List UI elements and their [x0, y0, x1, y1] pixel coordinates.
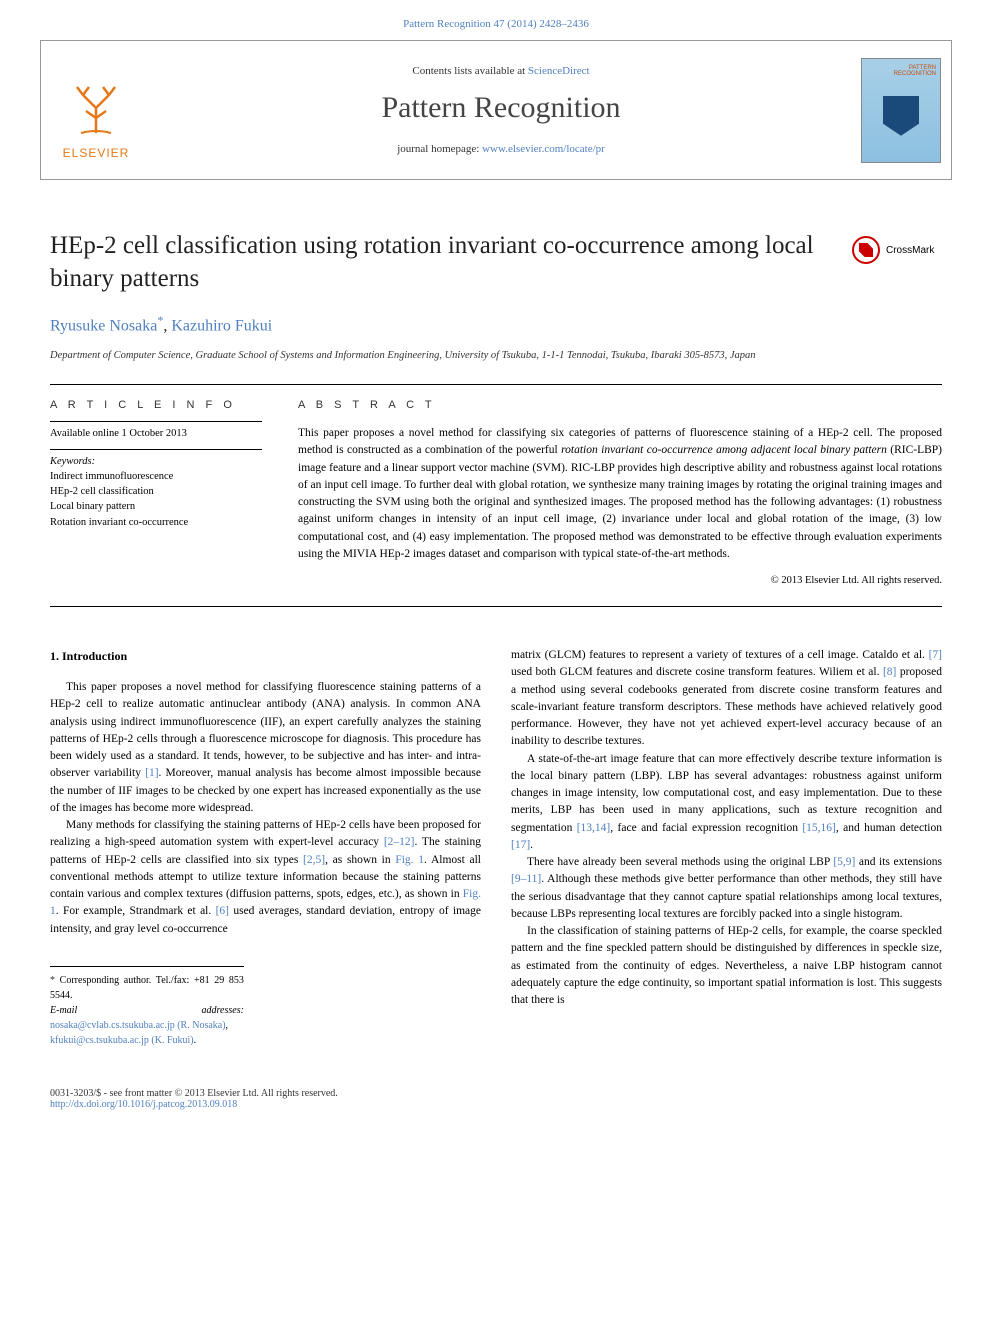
- header-center: Contents lists available at ScienceDirec…: [151, 41, 851, 179]
- journal-header: ELSEVIER Contents lists available at Sci…: [40, 40, 952, 180]
- contents-prefix: Contents lists available at: [412, 65, 527, 77]
- paragraph: In the classification of staining patter…: [511, 923, 942, 1009]
- homepage-line: journal homepage: www.elsevier.com/locat…: [397, 143, 605, 155]
- page-footer: 0031-3203/$ - see front matter © 2013 El…: [0, 1078, 992, 1134]
- text: There have already been several methods …: [527, 856, 833, 868]
- author-1[interactable]: Ryusuke Nosaka: [50, 317, 157, 334]
- issn-line: 0031-3203/$ - see front matter © 2013 El…: [50, 1088, 942, 1099]
- crossmark-badge[interactable]: CrossMark: [852, 236, 942, 264]
- journal-cover[interactable]: PATTERN RECOGNITION: [861, 58, 941, 163]
- footnotes: * Corresponding author. Tel./fax: +81 29…: [50, 966, 244, 1048]
- ref-link[interactable]: [6]: [216, 905, 229, 917]
- paragraph: There have already been several methods …: [511, 854, 942, 923]
- abstract-part2: (RIC-LBP) image feature and a linear sup…: [298, 444, 942, 560]
- corr-label: Corresponding author. Tel./fax:: [55, 975, 194, 986]
- text: .: [530, 839, 533, 851]
- ref-link[interactable]: [8]: [883, 666, 896, 678]
- article-info: A R T I C L E I N F O Available online 1…: [50, 385, 280, 606]
- ref-link[interactable]: [2,5]: [303, 854, 325, 866]
- left-column: 1. Introduction This paper proposes a no…: [50, 647, 481, 1048]
- text: . Although these methods give better per…: [511, 873, 942, 920]
- ref-link[interactable]: [1]: [145, 767, 158, 779]
- text: , as shown in: [325, 854, 395, 866]
- body-columns: 1. Introduction This paper proposes a no…: [50, 647, 942, 1048]
- ref-link[interactable]: [5,9]: [833, 856, 855, 868]
- divider: [50, 421, 262, 422]
- text: used both GLCM features and discrete cos…: [511, 666, 883, 678]
- keyword: HEp-2 cell classification: [50, 484, 262, 499]
- corresponding-note: * Corresponding author. Tel./fax: +81 29…: [50, 973, 244, 1003]
- homepage-link[interactable]: www.elsevier.com/locate/pr: [482, 143, 605, 155]
- paragraph: A state-of-the-art image feature that ca…: [511, 751, 942, 855]
- homepage-prefix: journal homepage:: [397, 143, 482, 155]
- doi-link[interactable]: http://dx.doi.org/10.1016/j.patcog.2013.…: [50, 1099, 237, 1110]
- citation-link[interactable]: Pattern Recognition 47 (2014) 2428–2436: [403, 18, 589, 30]
- elsevier-text: ELSEVIER: [63, 146, 130, 160]
- fig-link[interactable]: Fig. 1: [395, 854, 424, 866]
- email-sep: ,: [226, 1020, 229, 1031]
- info-abstract-row: A R T I C L E I N F O Available online 1…: [50, 384, 942, 607]
- paragraph: This paper proposes a novel method for c…: [50, 679, 481, 817]
- email-1[interactable]: nosaka@cvlab.cs.tsukuba.ac.jp (R. Nosaka…: [50, 1020, 226, 1031]
- ref-link[interactable]: [7]: [929, 649, 942, 661]
- abstract-text: This paper proposes a novel method for c…: [298, 425, 942, 563]
- keyword: Rotation invariant co-occurrence: [50, 515, 262, 530]
- text: This paper proposes a novel method for c…: [50, 681, 481, 779]
- paragraph: matrix (GLCM) features to represent a va…: [511, 647, 942, 751]
- citation-line: Pattern Recognition 47 (2014) 2428–2436: [0, 0, 992, 40]
- title-row: HEp-2 cell classification using rotation…: [50, 230, 942, 295]
- sciencedirect-link[interactable]: ScienceDirect: [528, 65, 590, 77]
- abstract-heading: A B S T R A C T: [298, 399, 942, 411]
- elsevier-tree-icon: [61, 73, 131, 143]
- crossmark-label: CrossMark: [886, 245, 934, 256]
- text: In the classification of staining patter…: [511, 925, 942, 1006]
- article-title: HEp-2 cell classification using rotation…: [50, 230, 832, 295]
- author-2[interactable]: Kazuhiro Fukui: [171, 317, 272, 334]
- ref-link[interactable]: [15,16]: [802, 822, 836, 834]
- ref-link[interactable]: [9–11]: [511, 873, 541, 885]
- email-label: E-mail addresses:: [50, 1005, 244, 1016]
- crossmark-icon: [852, 236, 880, 264]
- text: , face and facial expression recognition: [610, 822, 802, 834]
- abstract-em: rotation invariant co-occurrence among a…: [561, 444, 887, 456]
- section-heading: 1. Introduction: [50, 647, 481, 665]
- journal-cover-area: PATTERN RECOGNITION: [851, 41, 951, 179]
- abstract: A B S T R A C T This paper proposes a no…: [280, 385, 942, 606]
- email-note: E-mail addresses: nosaka@cvlab.cs.tsukub…: [50, 1003, 244, 1033]
- email-end: .: [194, 1035, 197, 1046]
- text: , and human detection: [836, 822, 942, 834]
- cover-title: PATTERN RECOGNITION: [866, 65, 936, 78]
- text: proposed a method using several codebook…: [511, 666, 942, 747]
- text: matrix (GLCM) features to represent a va…: [511, 649, 929, 661]
- email-2[interactable]: kfukui@cs.tsukuba.ac.jp (K. Fukui): [50, 1035, 194, 1046]
- divider: [50, 449, 262, 450]
- keywords-label: Keywords:: [50, 456, 262, 467]
- ref-link[interactable]: [2–12]: [384, 836, 415, 848]
- text: and its extensions: [855, 856, 942, 868]
- available-online: Available online 1 October 2013: [50, 428, 262, 439]
- abstract-copyright: © 2013 Elsevier Ltd. All rights reserved…: [298, 575, 942, 586]
- authors: Ryusuke Nosaka*, Kazuhiro Fukui: [50, 313, 942, 335]
- affiliation: Department of Computer Science, Graduate…: [50, 349, 942, 364]
- right-column: matrix (GLCM) features to represent a va…: [511, 647, 942, 1048]
- text: . For example, Strandmark et al.: [56, 905, 216, 917]
- journal-name: Pattern Recognition: [381, 91, 620, 125]
- article-info-heading: A R T I C L E I N F O: [50, 399, 262, 411]
- cover-shield-icon: [883, 96, 919, 136]
- contents-available: Contents lists available at ScienceDirec…: [412, 65, 589, 77]
- article-content: HEp-2 cell classification using rotation…: [0, 180, 992, 1078]
- paragraph: Many methods for classifying the stainin…: [50, 817, 481, 938]
- keyword: Local binary pattern: [50, 499, 262, 514]
- ref-link[interactable]: [17]: [511, 839, 530, 851]
- email-note-2: kfukui@cs.tsukuba.ac.jp (K. Fukui).: [50, 1033, 244, 1048]
- publisher-logo-area: ELSEVIER: [41, 41, 151, 179]
- elsevier-logo[interactable]: ELSEVIER: [51, 60, 141, 160]
- keyword: Indirect immunofluorescence: [50, 469, 262, 484]
- ref-link[interactable]: [13,14]: [577, 822, 611, 834]
